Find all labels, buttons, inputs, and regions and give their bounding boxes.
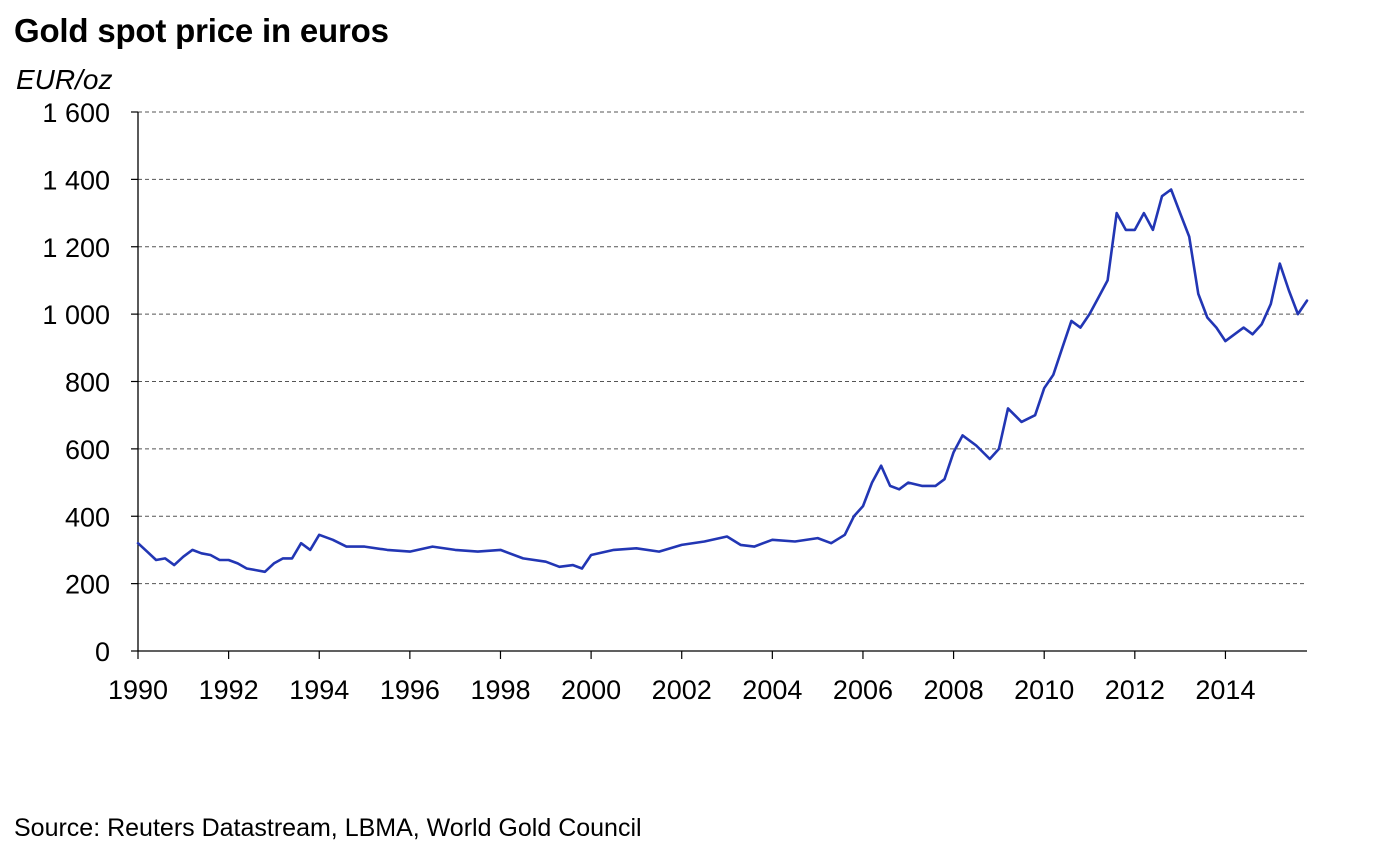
y-tick-label: 800 (65, 368, 110, 398)
y-tick-label: 600 (65, 435, 110, 465)
x-tick-label: 2002 (652, 675, 712, 705)
x-tick-label: 2014 (1195, 675, 1255, 705)
y-tick-labels: 0 200 400 600 800 1 000 1 200 1 400 1 600 (42, 98, 110, 667)
x-tick-label: 2006 (833, 675, 893, 705)
gold-price-line (136, 188, 1309, 574)
y-tick-label: 400 (65, 502, 110, 532)
x-tick-label: 2000 (561, 675, 621, 705)
x-tick-labels: 1990 1992 1994 1996 1998 2000 2002 2004 2006 2008… (108, 675, 1256, 705)
x-tick-label: 2012 (1105, 675, 1165, 705)
chart-source-note: Source: Reuters Datastream, LBMA, World … (14, 814, 642, 842)
y-tick-label: 0 (95, 637, 110, 667)
series-layer (136, 188, 1309, 574)
x-tick-label: 2004 (742, 675, 802, 705)
x-tick-label: 2008 (924, 675, 984, 705)
chart-title: Gold spot price in euros (14, 12, 389, 49)
y-tick-label: 1 000 (42, 300, 110, 330)
x-tick-label: 1990 (108, 675, 168, 705)
x-tick-label: 1996 (380, 675, 440, 705)
x-tick-label: 2010 (1014, 675, 1074, 705)
y-tick-label: 1 600 (42, 98, 110, 128)
y-tick-label: 1 400 (42, 165, 110, 195)
x-tick-label: 1992 (199, 675, 259, 705)
x-tick-label: 1998 (470, 675, 530, 705)
y-tick-label: 200 (65, 570, 110, 600)
y-axis-unit-label: EUR/oz (16, 64, 113, 95)
y-tick-label: 1 200 (42, 233, 110, 263)
grid-lines (138, 111, 1307, 585)
axes (131, 111, 1307, 659)
x-tick-label: 1994 (289, 675, 349, 705)
